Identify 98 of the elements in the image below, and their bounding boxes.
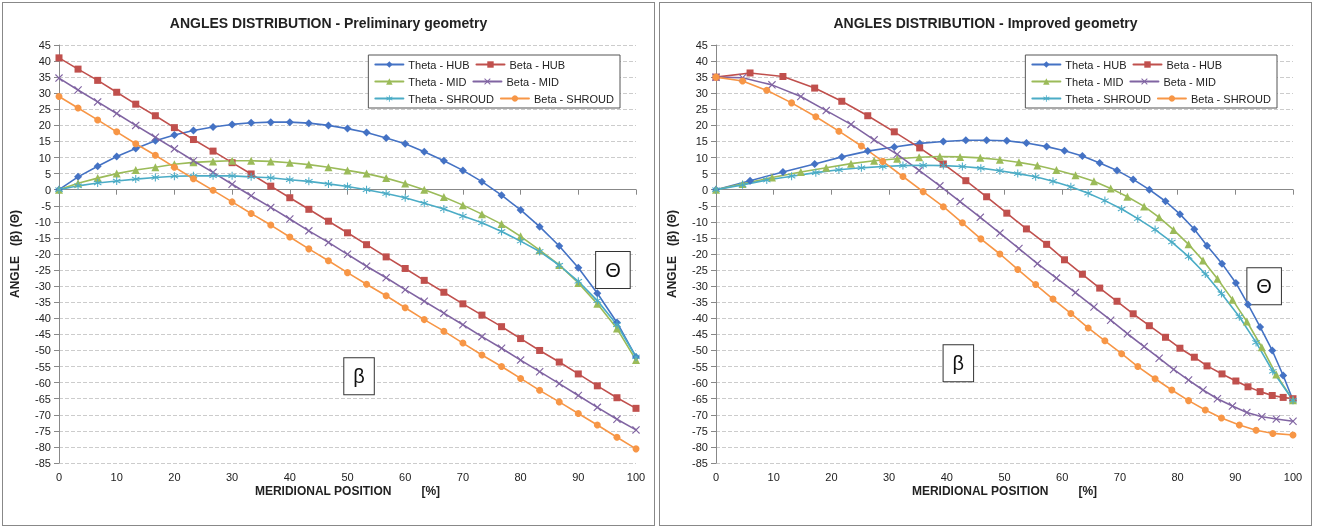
x-tick-label: 90 bbox=[572, 470, 585, 483]
y-tick-label: 30 bbox=[38, 87, 51, 100]
legend-label: Theta - HUB bbox=[408, 58, 470, 71]
chart-title: ANGLES DISTRIBUTION - Improved geometry bbox=[833, 15, 1138, 31]
legend-label: Beta - SHROUD bbox=[533, 92, 615, 105]
x-tick-label: 30 bbox=[225, 470, 239, 483]
y-tick-label: -40 bbox=[692, 312, 708, 325]
y-tick-label: -35 bbox=[692, 296, 708, 309]
x-tick-label: 70 bbox=[456, 470, 470, 483]
x-tick-label: 40 bbox=[940, 470, 953, 483]
y-tick-label: -85 bbox=[692, 457, 708, 469]
x-tick-label: 50 bbox=[341, 470, 354, 483]
annotation: β bbox=[353, 365, 365, 388]
y-tick-label: -70 bbox=[35, 408, 51, 421]
y-tick-label: -55 bbox=[35, 360, 51, 373]
x-tick-label: 60 bbox=[399, 470, 412, 483]
y-tick-label: 35 bbox=[38, 71, 51, 84]
y-tick-label: -40 bbox=[35, 312, 51, 325]
x-tick-label: 0 bbox=[712, 470, 720, 483]
y-tick-label: -20 bbox=[692, 248, 708, 260]
y-tick-label: -15 bbox=[35, 231, 51, 244]
x-tick-label: 10 bbox=[110, 470, 123, 483]
x-tick-label: 60 bbox=[1056, 470, 1069, 483]
y-tick-label: -30 bbox=[35, 280, 51, 293]
x-tick-label: 100 bbox=[626, 470, 646, 483]
y-tick-label: -30 bbox=[692, 280, 708, 293]
y-tick-label: 45 bbox=[695, 39, 708, 51]
y-tick-label: -75 bbox=[35, 424, 51, 437]
x-axis-title: MERIDIONAL POSITION [%] bbox=[911, 484, 1098, 498]
y-tick-label: 10 bbox=[695, 151, 708, 164]
y-tick-label: -60 bbox=[35, 376, 51, 389]
chart-title: ANGLES DISTRIBUTION - Preliminary geometry bbox=[169, 15, 488, 31]
y-tick-label: -5 bbox=[698, 199, 708, 212]
annotation: Θ bbox=[1256, 275, 1272, 298]
y-tick-label: -55 bbox=[692, 360, 708, 373]
y-tick-label: -10 bbox=[692, 215, 708, 228]
y-tick-label: 40 bbox=[38, 55, 51, 68]
x-tick-label: 70 bbox=[1113, 470, 1127, 483]
y-tick-label: -75 bbox=[692, 424, 708, 437]
y-tick-label: 40 bbox=[695, 55, 708, 68]
y-tick-label: -50 bbox=[692, 344, 708, 357]
y-tick-label: -15 bbox=[692, 231, 708, 244]
annotation: β bbox=[952, 352, 965, 375]
y-tick-label: 15 bbox=[38, 135, 51, 148]
y-tick-label: -10 bbox=[35, 215, 51, 228]
y-tick-label: 20 bbox=[695, 119, 708, 132]
x-tick-label: 30 bbox=[882, 470, 896, 483]
y-tick-label: 20 bbox=[38, 119, 51, 132]
y-tick-label: -50 bbox=[35, 344, 51, 357]
legend-label: Theta - HUB bbox=[1065, 58, 1127, 71]
legend-label: Theta - MID bbox=[1065, 75, 1124, 88]
y-axis-title: ANGLE (β) (Θ) bbox=[8, 210, 22, 298]
legend-label: Beta - HUB bbox=[509, 58, 566, 71]
x-tick-label: 0 bbox=[55, 470, 63, 483]
x-tick-label: 40 bbox=[283, 470, 296, 483]
y-tick-label: 5 bbox=[701, 167, 708, 180]
y-tick-label: 0 bbox=[44, 183, 51, 196]
x-tick-label: 50 bbox=[998, 470, 1011, 483]
x-tick-label: 20 bbox=[168, 470, 181, 483]
y-tick-label: 15 bbox=[695, 135, 708, 148]
x-tick-label: 100 bbox=[1283, 470, 1303, 483]
y-tick-label: -80 bbox=[35, 440, 51, 453]
legend-label: Beta - HUB bbox=[1166, 58, 1223, 71]
legend-label: Beta - MID bbox=[506, 75, 560, 88]
y-tick-label: 25 bbox=[38, 103, 51, 116]
y-tick-label: 5 bbox=[44, 167, 51, 180]
x-tick-label: 10 bbox=[767, 470, 780, 483]
legend-label: Beta - SHROUD bbox=[1190, 92, 1272, 105]
legend-label: Theta - MID bbox=[408, 75, 467, 88]
x-tick-label: 80 bbox=[514, 470, 527, 483]
y-axis-title: ANGLE (β) (Θ) bbox=[665, 210, 679, 298]
y-tick-label: 35 bbox=[695, 71, 708, 84]
legend-label: Theta - SHROUD bbox=[1065, 92, 1151, 105]
y-tick-label: -80 bbox=[692, 440, 708, 453]
y-tick-label: -5 bbox=[41, 199, 51, 212]
y-tick-label: -20 bbox=[35, 248, 51, 260]
y-tick-label: 10 bbox=[38, 151, 51, 164]
y-tick-label: 45 bbox=[38, 39, 51, 51]
y-tick-label: -60 bbox=[692, 376, 708, 389]
y-tick-label: -35 bbox=[35, 296, 51, 309]
y-tick-label: 0 bbox=[701, 183, 708, 196]
annotation: Θ bbox=[605, 259, 621, 282]
y-tick-label: -25 bbox=[35, 264, 51, 277]
legend-label: Beta - MID bbox=[1163, 75, 1217, 88]
x-tick-label: 80 bbox=[1171, 470, 1184, 483]
x-tick-label: 90 bbox=[1229, 470, 1242, 483]
y-tick-label: 30 bbox=[695, 87, 708, 100]
y-tick-label: -25 bbox=[692, 264, 708, 277]
x-axis-title: MERIDIONAL POSITION [%] bbox=[254, 484, 441, 498]
y-tick-label: -65 bbox=[692, 392, 708, 405]
y-tick-label: -85 bbox=[35, 457, 51, 469]
y-tick-label: -45 bbox=[692, 328, 708, 341]
y-tick-label: -45 bbox=[35, 328, 51, 341]
x-tick-label: 20 bbox=[825, 470, 838, 483]
legend-label: Theta - SHROUD bbox=[408, 92, 494, 105]
y-tick-label: 25 bbox=[695, 103, 708, 116]
y-tick-label: -70 bbox=[692, 408, 708, 421]
y-tick-label: -65 bbox=[35, 392, 51, 405]
